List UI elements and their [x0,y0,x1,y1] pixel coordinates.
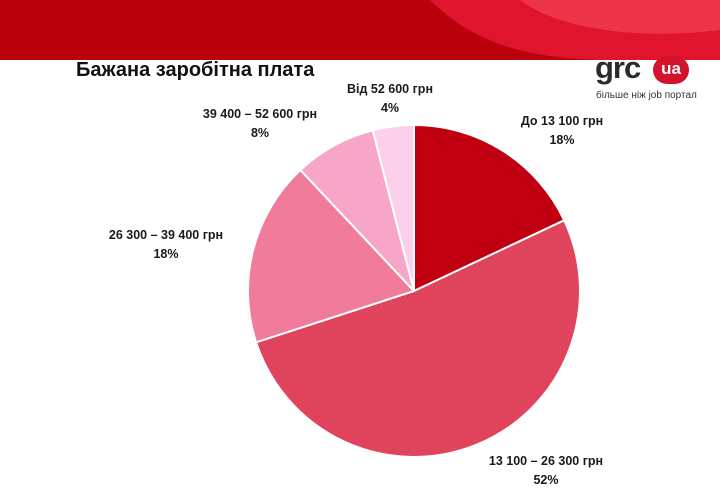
slice-value-label: 8% [250,126,270,140]
header-band [0,0,720,60]
chart-title: Бажана заробітна плата [76,59,315,81]
pie-slice-3 [246,168,416,344]
slice-label-3: 26 300 – 39 400 грн 18% [109,226,223,264]
pie-slice-1 [413,123,566,293]
slice-category-label: 13 100 – 26 300 грн [488,454,604,468]
logo-ua-badge: ua [653,56,689,84]
pie-slice-5 [371,123,415,292]
slice-label-2: 13 100 – 26 300 грн 52% [489,452,603,490]
slice-value-label: 52% [533,473,559,487]
pie-slice-2 [254,218,581,458]
slice-category-label: 39 400 – 52 600 грн [202,107,318,121]
slice-category-label: До 13 100 грн [520,114,604,128]
grc-logo: grc ua більше ніж job портал [592,50,702,106]
slice-value-label: 18% [153,247,179,261]
logo-wordmark: grc [595,50,641,85]
header-swirl-decoration [430,0,720,60]
slice-value-label: 4% [380,101,400,115]
slice-value-label: 18% [549,133,575,147]
slice-label-5: Від 52 600 грн 4% [347,80,433,118]
logo-tagline: більше ніж job портал [596,90,697,101]
slice-category-label: 26 300 – 39 400 грн [108,228,224,242]
header-swirl-decoration-2 [520,0,720,34]
slice-label-4: 39 400 – 52 600 грн 8% [203,105,317,143]
slice-category-label: Від 52 600 грн [346,82,434,96]
slice-label-1: До 13 100 грн 18% [521,112,603,150]
